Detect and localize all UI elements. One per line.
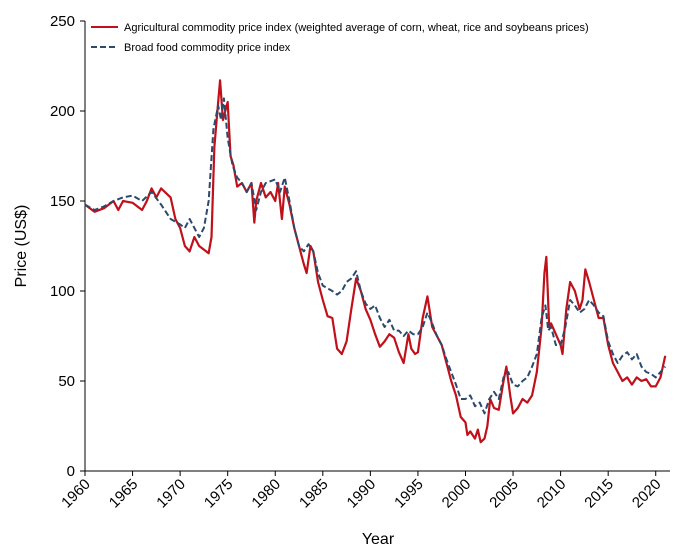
x-tick-label: 1975: [201, 476, 237, 512]
x-tick-label: 2015: [581, 476, 617, 512]
x-tick-label: 1990: [344, 476, 380, 512]
y-tick-label: 0: [67, 463, 75, 480]
x-axis-title: Year: [362, 531, 395, 548]
x-tick-label: 1965: [106, 476, 142, 512]
x-tick-label: 2005: [486, 476, 522, 512]
x-tick-label: 1980: [248, 476, 284, 512]
x-tick-label: 2020: [629, 476, 665, 512]
x-tick-label: 1970: [153, 476, 189, 512]
y-tick-label: 200: [50, 103, 75, 120]
x-tick-label: 1985: [296, 476, 332, 512]
legend-label: Agricultural commodity price index (weig…: [124, 22, 589, 34]
y-tick-label: 250: [50, 13, 75, 30]
x-tick-label: 2010: [534, 476, 570, 512]
series-line: [84, 97, 666, 415]
y-tick-label: 50: [58, 373, 75, 390]
x-tick-label: 2000: [439, 476, 475, 512]
legend-label: Broad food commodity price index: [124, 42, 291, 54]
y-tick-label: 100: [50, 283, 75, 300]
series-line: [84, 79, 667, 444]
y-tick-label: 150: [50, 193, 75, 210]
x-tick-label: 1960: [58, 476, 94, 512]
y-axis-title: Price (US$): [13, 205, 30, 288]
x-tick-label: 1995: [391, 476, 427, 512]
